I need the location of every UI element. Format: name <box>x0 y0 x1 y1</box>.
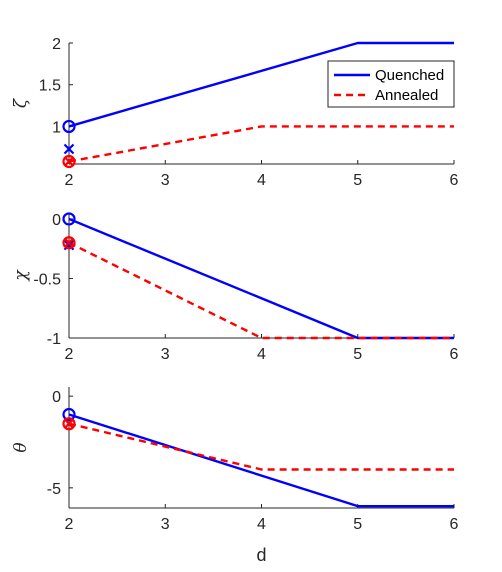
series-annealed-line <box>68 422 454 471</box>
y-axis-label: χ <box>11 269 31 282</box>
series-quenched-line <box>68 217 454 340</box>
x-tick-label: 3 <box>161 172 170 189</box>
y-tick-label: 1.5 <box>39 78 61 95</box>
x-tick-label: 4 <box>257 346 266 363</box>
x-axis-label: d <box>256 545 266 565</box>
cross-marker <box>63 143 75 155</box>
series-quenched-line <box>68 41 454 128</box>
x-tick-label: 3 <box>161 346 170 363</box>
series-annealed-line <box>68 241 454 340</box>
y-tick-label: 0 <box>52 389 61 406</box>
y-tick-label: 1 <box>52 119 61 136</box>
x-tick-label: 2 <box>65 516 74 533</box>
x-tick-label: 5 <box>353 516 362 533</box>
legend: Quenched Annealed <box>327 60 455 108</box>
y-tick-label: 2 <box>52 36 61 53</box>
cross-marker <box>63 237 75 249</box>
x-tick-label: 4 <box>257 516 266 533</box>
legend-label-quenched: Quenched <box>375 67 444 84</box>
x-tick-label: 3 <box>161 516 170 533</box>
x-tick-label: 2 <box>65 172 74 189</box>
subplot-1: 2 3 4 5 6 1 1.5 2 ζ Quenched Annealed <box>11 36 459 189</box>
x-tick-label: 4 <box>257 172 266 189</box>
circle-marker <box>62 212 76 226</box>
circle-marker <box>62 236 76 250</box>
y-axis-label: ζ <box>11 97 31 108</box>
series-quenched-line <box>68 413 454 508</box>
series-annealed-line <box>68 125 454 163</box>
x-tick-label: 5 <box>353 346 362 363</box>
cross-marker <box>63 418 75 429</box>
x-tick-label: 6 <box>450 346 459 363</box>
cross-marker <box>63 156 75 167</box>
circle-marker <box>62 407 76 422</box>
legend-box <box>327 60 455 108</box>
y-tick-label: -5 <box>47 481 61 498</box>
x-tick-label: 6 <box>450 172 459 189</box>
y-tick-label: -0.5 <box>33 271 61 288</box>
subplot-3: 2 3 4 5 6 0 -5 θ d <box>11 387 459 565</box>
x-tick-label: 5 <box>353 172 362 189</box>
y-tick-label: 0 <box>52 212 61 229</box>
y-axis-label: θ <box>11 442 31 452</box>
y-tick-label: -1 <box>47 331 61 348</box>
circle-marker <box>62 154 76 169</box>
legend-label-annealed: Annealed <box>375 87 438 104</box>
x-tick-label: 6 <box>450 516 459 533</box>
x-tick-label: 2 <box>65 346 74 363</box>
subplot-2: 2 3 4 5 6 0 -0.5 -1 χ <box>11 212 459 363</box>
circle-marker <box>62 119 76 134</box>
circle-marker <box>62 417 76 431</box>
